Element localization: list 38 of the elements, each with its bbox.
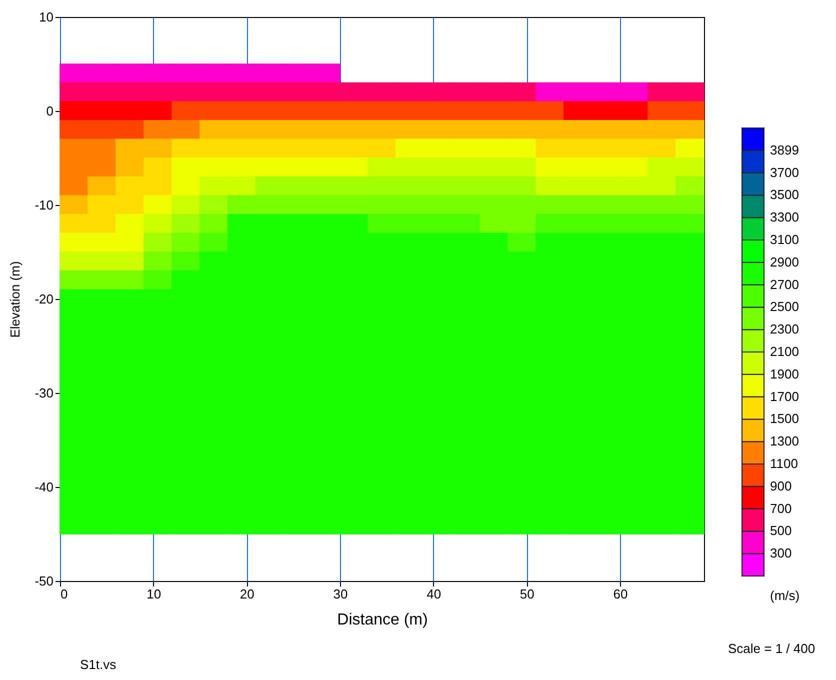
- x-tick-label: 20: [240, 586, 254, 602]
- color-bar-label: 1100: [770, 456, 798, 471]
- color-bar-label: 3700: [770, 164, 799, 180]
- x-tick-label: 50: [520, 586, 534, 602]
- y-tick-label: -30: [34, 386, 54, 400]
- y-tick-label: -20: [34, 292, 54, 306]
- color-bar-label: 3899: [770, 142, 799, 158]
- x-tick-label: 30: [333, 586, 348, 602]
- color-bar-label: 2100: [770, 344, 799, 359]
- color-bar-label: 1900: [770, 366, 799, 382]
- color-bar-label: 3100: [770, 232, 799, 247]
- x-tick-label: 0: [60, 586, 68, 602]
- color-bar-label: 1300: [770, 434, 799, 449]
- color-bar-label: 900: [770, 478, 792, 494]
- color-bar-label: 3300: [770, 210, 799, 225]
- color-bar-label: 3500: [770, 187, 799, 202]
- color-bar-label: 1700: [770, 388, 799, 404]
- y-tick-label: -50: [34, 574, 54, 588]
- y-tick-label: -10: [34, 198, 54, 212]
- color-bar-label: 1500: [770, 411, 799, 426]
- color-bar-label: 700: [770, 500, 792, 516]
- color-bar-label: 2300: [770, 322, 799, 337]
- text: S1t.vs: [80, 657, 116, 672]
- x-tick-label: 10: [146, 586, 162, 602]
- color-bar-label: 2500: [770, 299, 799, 314]
- color-bar-title: (m/s): [770, 588, 800, 603]
- color-bar-label: 2700: [770, 276, 799, 292]
- y-tick-label: -40: [34, 480, 54, 494]
- text: Scale = 1 / 400: [728, 641, 816, 656]
- y-tick-label: 0: [46, 104, 54, 118]
- y-axis-title: Elevation (m): [8, 261, 23, 338]
- x-tick-label: 60: [613, 586, 628, 602]
- color-bar-label: 2900: [770, 254, 799, 270]
- y-tick-label: 10: [39, 10, 54, 24]
- x-axis-title: Distance (m): [337, 612, 428, 628]
- x-tick-label: 40: [426, 586, 442, 602]
- color-bar-label: 500: [770, 523, 792, 538]
- color-bar-label: 300: [770, 546, 792, 561]
